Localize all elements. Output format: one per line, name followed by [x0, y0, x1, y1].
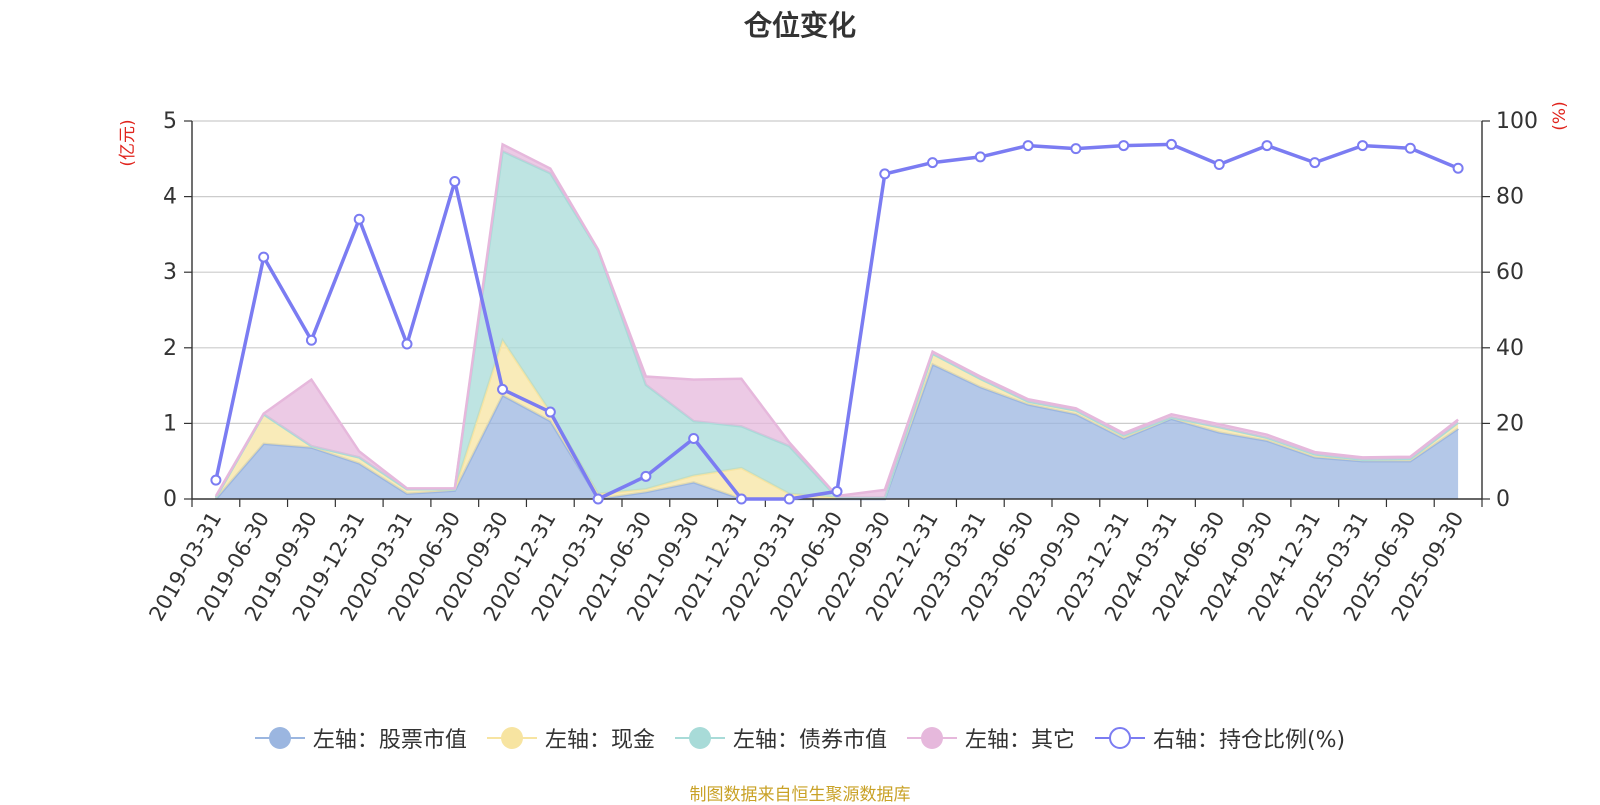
ratio-point — [640, 470, 652, 482]
ratio-point — [1213, 158, 1225, 170]
ratio-point — [497, 383, 509, 395]
legend-item[interactable]: 右轴：持仓比例(%) — [1094, 722, 1346, 754]
ratio-point — [1404, 142, 1416, 154]
ratio-line — [210, 138, 1464, 505]
ratio-point — [783, 493, 795, 505]
legend-swatch — [1094, 727, 1145, 749]
ratio-point — [544, 406, 556, 418]
ratio-point — [1070, 143, 1082, 155]
ratio-point — [258, 251, 270, 263]
ratio-point — [1118, 140, 1130, 152]
stacked-areas — [214, 142, 1459, 501]
left-tick-label: 2 — [163, 336, 177, 361]
right-tick-label: 80 — [1496, 185, 1524, 210]
ratio-point — [1357, 140, 1369, 152]
left-tick-label: 4 — [163, 185, 177, 210]
ratio-point — [210, 474, 222, 486]
legend-item[interactable]: 左轴：其它 — [906, 722, 1075, 754]
legend-label: 左轴：现金 — [544, 728, 655, 753]
left-tick-label: 5 — [163, 109, 177, 134]
right-tick-label: 0 — [1496, 487, 1510, 512]
grid-lines — [192, 120, 1482, 424]
ratio-point — [353, 213, 365, 225]
ratio-point — [974, 151, 986, 163]
area-左轴：债券市值 — [215, 151, 1459, 498]
legend-item[interactable]: 左轴：现金 — [486, 722, 655, 754]
left-tick-label: 1 — [163, 411, 177, 436]
legend-swatch — [254, 727, 305, 749]
legend-item[interactable]: 左轴：股票市值 — [254, 722, 467, 754]
area-左轴：现金 — [215, 340, 1459, 499]
legend-swatch — [906, 727, 957, 749]
ratio-point — [449, 175, 461, 187]
chart-title: 仓位变化 — [743, 9, 856, 42]
ratio-point — [1309, 157, 1321, 169]
ratio-point — [401, 338, 413, 350]
legend-swatch — [486, 727, 537, 749]
right-axis-label: (%) — [1550, 101, 1570, 130]
ratio-point — [1452, 162, 1464, 174]
legend-label: 左轴：其它 — [964, 728, 1075, 753]
right-tick-label: 20 — [1496, 411, 1524, 436]
legend-label: 左轴：股票市值 — [312, 728, 467, 753]
ratio-point — [592, 493, 604, 505]
legend-label: 右轴：持仓比例(%) — [1152, 728, 1346, 753]
left-axis-label: (亿元) — [118, 119, 138, 166]
ratio-point — [927, 157, 939, 169]
ratio-point — [1261, 140, 1273, 152]
left-tick-label: 3 — [163, 260, 177, 285]
right-tick-label: 100 — [1496, 109, 1538, 134]
right-tick-label: 60 — [1496, 260, 1524, 285]
source-note: 制图数据来自恒生聚源数据库 — [689, 785, 911, 805]
ratio-point — [305, 334, 317, 346]
ratio-point — [879, 168, 891, 180]
area-左轴：股票市值 — [215, 364, 1459, 499]
axes: 0123450204060801002019-03-312019-06-3020… — [144, 109, 1538, 625]
ratio-point — [1022, 140, 1034, 152]
legend-item[interactable]: 左轴：债券市值 — [674, 722, 887, 754]
left-tick-label: 0 — [163, 487, 177, 512]
legend-label: 左轴：债券市值 — [732, 728, 887, 753]
right-tick-label: 40 — [1496, 336, 1524, 361]
legend: 左轴：股票市值 左轴：现金 左轴：债券市值 左轴：其它 右轴：持仓比例(%) — [0, 722, 1600, 754]
legend-swatch — [674, 727, 725, 749]
ratio-point — [688, 433, 700, 445]
ratio-point — [735, 493, 747, 505]
ratio-point — [831, 485, 843, 497]
ratio-point — [1165, 138, 1177, 150]
